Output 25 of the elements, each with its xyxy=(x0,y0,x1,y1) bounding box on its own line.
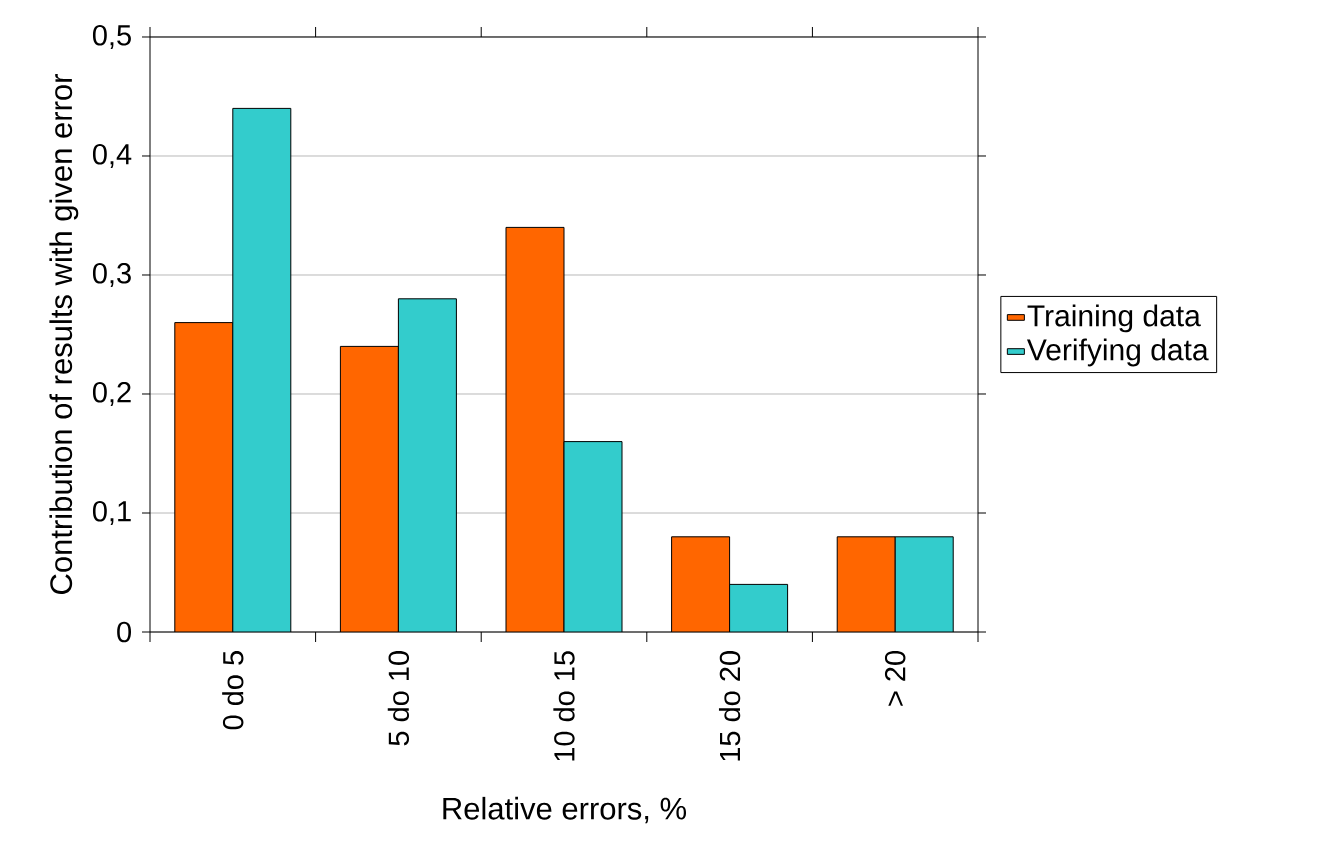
bar xyxy=(232,108,291,632)
legend-label: Verifying data xyxy=(1026,338,1209,367)
y-tick-label: 0 xyxy=(117,621,132,643)
x-tick-label: 0 do 5 xyxy=(222,651,244,730)
x-tick-label: > 20 xyxy=(884,651,906,706)
x-tick-label: 15 do 20 xyxy=(718,651,741,761)
bar xyxy=(836,536,896,632)
bar xyxy=(398,298,457,632)
y-tick-label: 0,3 xyxy=(92,263,131,287)
y-axis-title: Contribution of results with given error xyxy=(49,74,79,594)
bar xyxy=(894,536,954,632)
x-tick-label: 10 do 15 xyxy=(553,651,575,761)
bar xyxy=(729,584,788,632)
bar xyxy=(340,346,399,632)
y-tick-label: 0,1 xyxy=(92,501,131,525)
y-tick-label: 0,4 xyxy=(92,144,132,168)
legend-label: Training data xyxy=(1027,304,1201,333)
bar xyxy=(671,536,730,632)
y-tick-label: 0,5 xyxy=(92,25,131,49)
bar xyxy=(564,441,622,632)
y-tick-label: 0,2 xyxy=(92,382,131,406)
bar xyxy=(174,322,233,632)
x-tick-label: 5 do 10 xyxy=(387,651,410,746)
bar xyxy=(506,227,564,632)
x-axis-title: Relative errors, % xyxy=(443,796,687,824)
